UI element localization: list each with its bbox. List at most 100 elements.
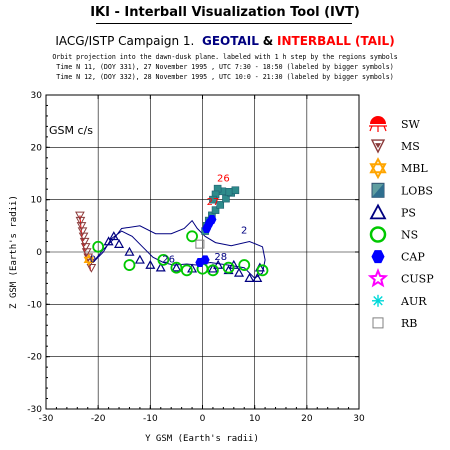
- orbit-line: [92, 219, 266, 279]
- x-tick-label: 10: [249, 414, 261, 424]
- rb-icon: [372, 317, 384, 329]
- y-tick-label: 10: [31, 196, 43, 206]
- x-tick-label: 20: [301, 414, 313, 424]
- mbl-triangle-down: [83, 256, 94, 267]
- title-underline: [96, 23, 352, 24]
- legend-label: MBL: [401, 162, 428, 175]
- legend-item-rb: RB: [372, 317, 417, 330]
- ms-symbol: [75, 211, 85, 221]
- label-layer: 26 27 2 26 28 0: [90, 173, 248, 265]
- ms-symbol: [79, 237, 90, 247]
- ms-symbol: [76, 222, 87, 231]
- ps-symbol: [103, 236, 114, 246]
- mbl-symbol: [83, 253, 94, 267]
- ps-symbol: [233, 267, 245, 277]
- ps-symbol: [244, 272, 255, 282]
- legend-item-ps: PS: [369, 203, 416, 219]
- cap-symbol: [207, 215, 217, 225]
- cap-icon: [371, 250, 385, 264]
- cap-symbol: [200, 255, 210, 265]
- legend-label: LOBS: [401, 184, 433, 197]
- ms-inner: [375, 143, 381, 149]
- ns-symbol: [256, 264, 269, 277]
- sw-ray: [383, 125, 387, 132]
- interball-label: INTERBALL (TAIL): [277, 34, 395, 48]
- x-tick-label: -10: [143, 414, 158, 424]
- legend-item-ms: MS: [370, 139, 420, 154]
- ms-symbol: [80, 243, 91, 252]
- aur-ray: [373, 296, 383, 306]
- x-tick-label: -20: [91, 414, 106, 424]
- ns-symbol: [186, 230, 198, 243]
- mbl-up: [369, 157, 387, 174]
- time-interval-1: Time N 11, (DOY 331), 27 November 1995 ,…: [56, 63, 394, 71]
- ps-symbol: [134, 254, 145, 264]
- ns-symbol: [123, 259, 136, 271]
- x-tick-label: 0: [200, 414, 206, 424]
- x-tick-label: -30: [39, 414, 54, 424]
- ms-symbol: [77, 227, 88, 237]
- y-tick-label: 20: [31, 143, 43, 153]
- legend-label: MS: [401, 140, 420, 153]
- legend: SW MS MBL LOBS PS NS CAP CUSP AUR RB: [367, 116, 434, 330]
- plot-frame: [45, 94, 360, 410]
- ns-symbol: [180, 264, 193, 277]
- y-tick-label: -20: [27, 353, 42, 363]
- campaign-title: IACG/ISTP Campaign 1. GEOTAIL & INTERBAL…: [0, 34, 450, 48]
- legend-label: PS: [401, 206, 416, 219]
- sw-half-disc: [370, 116, 386, 124]
- symbol-layer: [75, 184, 269, 282]
- legend-item-aur: AUR: [372, 294, 427, 308]
- lobs-icon: [371, 182, 385, 198]
- projection-description: Orbit projection into the dawn-dusk plan…: [52, 53, 398, 61]
- ps-symbol: [145, 259, 156, 269]
- ampersand: &: [262, 34, 274, 48]
- ms-symbol: [75, 216, 86, 226]
- hour-label: 0: [90, 254, 96, 265]
- legend-label: RB: [401, 317, 417, 330]
- legend-item-cusp: CUSP: [367, 268, 434, 288]
- y-tick-label: -30: [27, 405, 42, 415]
- aur-icon: [372, 294, 384, 307]
- legend-label: CUSP: [401, 273, 434, 286]
- y-tick-label: 0: [36, 248, 42, 258]
- lobs-symbol: [231, 186, 240, 195]
- ps-symbol: [114, 238, 125, 248]
- legend-item-lobs: LOBS: [371, 182, 433, 198]
- ps-symbol: [171, 262, 182, 272]
- y-tick-label: 30: [31, 91, 43, 101]
- lobs-shade: [372, 183, 384, 198]
- grid-layer: [46, 95, 359, 409]
- sw-ray: [369, 125, 373, 132]
- lobs-symbol: [209, 195, 217, 204]
- legend-item-cap: CAP: [371, 250, 425, 264]
- hour-label: 26: [217, 173, 230, 184]
- sw-icon: [369, 116, 387, 132]
- lobs-symbol: [211, 206, 220, 214]
- ms-symbol: [81, 248, 92, 258]
- time-interval-2: Time N 12, (DOY 332), 28 November 1995 ,…: [56, 73, 394, 81]
- ms-outer: [370, 139, 386, 154]
- hour-label: 2: [241, 226, 247, 237]
- hour-label: 27: [207, 197, 220, 208]
- x-tick-label: 30: [353, 414, 365, 424]
- cusp-icon: [367, 268, 389, 288]
- hour-label: 28: [214, 252, 227, 263]
- legend-item-sw: SW: [369, 116, 421, 132]
- ns-symbol: [207, 264, 219, 277]
- ms-symbol: [78, 232, 89, 242]
- geotail-label: GEOTAIL: [201, 34, 259, 48]
- ps-symbol: [124, 246, 135, 256]
- ns-symbol: [170, 261, 183, 274]
- legend-item-ns: NS: [369, 226, 418, 243]
- legend-label: SW: [401, 118, 421, 131]
- mbl-triangle-up: [83, 253, 94, 263]
- ms-symbol: [86, 264, 97, 273]
- ps-symbol: [108, 231, 119, 241]
- ns-symbol: [222, 261, 235, 274]
- app-title: IKI - Interball Visualization Tool (IVT): [90, 5, 360, 20]
- ns-symbol: [238, 259, 251, 271]
- mbl-down: [369, 163, 387, 180]
